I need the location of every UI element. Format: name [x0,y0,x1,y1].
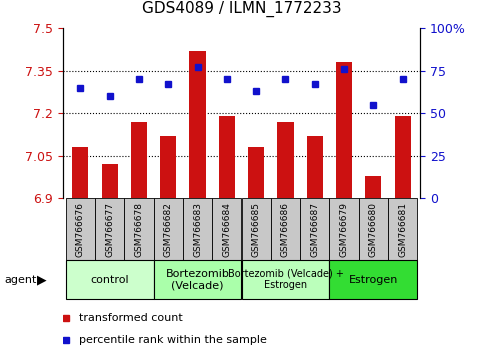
Bar [183,198,212,260]
Text: Bortezomib
(Velcade): Bortezomib (Velcade) [166,269,229,291]
Bar [66,198,95,260]
Text: ▶: ▶ [37,273,46,286]
Bar [300,198,329,260]
Text: Bortezomib (Velcade) +
Estrogen: Bortezomib (Velcade) + Estrogen [227,269,343,291]
Bar [248,147,264,198]
Text: GSM766677: GSM766677 [105,202,114,257]
Text: GSM766686: GSM766686 [281,202,290,257]
Text: transformed count: transformed count [79,313,183,323]
Bar [329,260,417,299]
Text: GSM766679: GSM766679 [340,202,349,257]
Text: GSM766680: GSM766680 [369,202,378,257]
Text: GSM766682: GSM766682 [164,202,173,257]
Text: GSM766681: GSM766681 [398,202,407,257]
Bar [242,260,329,299]
Bar [72,147,88,198]
Text: control: control [90,275,129,285]
Text: agent: agent [5,275,37,285]
Bar [242,198,271,260]
Text: Estrogen: Estrogen [349,275,398,285]
Text: GSM766687: GSM766687 [310,202,319,257]
Bar [95,198,124,260]
Bar [388,198,417,260]
Bar [101,164,118,198]
Bar [154,260,242,299]
Bar [212,198,242,260]
Bar [189,51,206,198]
Bar [124,198,154,260]
Bar [154,198,183,260]
Bar [131,122,147,198]
Bar [219,116,235,198]
Bar [395,116,411,198]
Text: GSM766676: GSM766676 [76,202,85,257]
Bar [329,198,359,260]
Text: GSM766678: GSM766678 [134,202,143,257]
Text: percentile rank within the sample: percentile rank within the sample [79,335,267,345]
Bar [66,260,154,299]
Bar [336,62,352,198]
Text: GSM766685: GSM766685 [252,202,261,257]
Bar [307,136,323,198]
Text: GSM766684: GSM766684 [222,202,231,257]
Bar [365,176,382,198]
Bar [160,136,176,198]
Bar [359,198,388,260]
Text: GSM766683: GSM766683 [193,202,202,257]
Bar [271,198,300,260]
Bar [277,122,294,198]
Text: GDS4089 / ILMN_1772233: GDS4089 / ILMN_1772233 [142,1,341,17]
